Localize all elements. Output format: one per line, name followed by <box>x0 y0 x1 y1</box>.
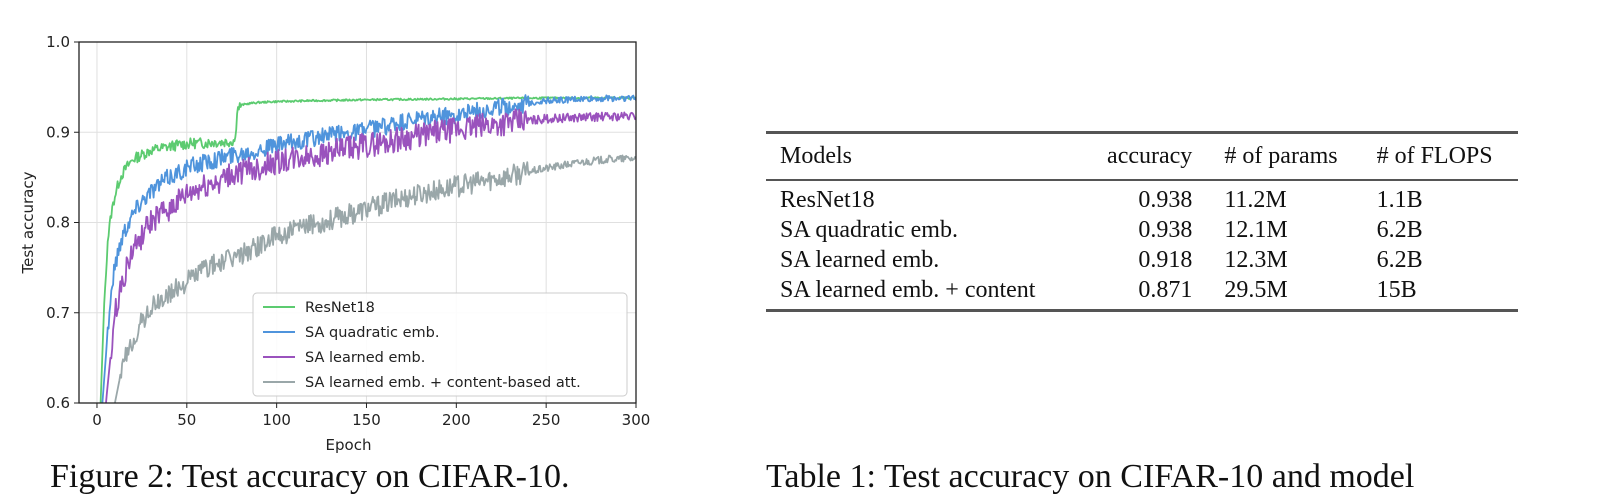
header-models: Models <box>780 142 852 169</box>
header-flops: # of FLOPS <box>1376 142 1493 169</box>
y-tick-label: 0.8 <box>46 214 70 232</box>
series-line-3 <box>114 154 636 403</box>
x-tick-label: 200 <box>442 411 471 429</box>
x-tick-label: 100 <box>262 411 291 429</box>
cell-accuracy: 0.918 <box>1138 247 1193 273</box>
legend-label: SA quadratic emb. <box>305 325 440 341</box>
table-row: SA learned emb. + content 0.871 29.5M 15… <box>766 275 1518 311</box>
cell-flops: 15B <box>1376 277 1417 303</box>
cell-flops: 6.2B <box>1376 217 1423 243</box>
x-tick-label: 0 <box>92 411 102 429</box>
cell-model: SA learned emb. + content <box>780 277 1036 303</box>
results-table-container: Models accuracy # of params # of FLOPS R… <box>766 131 1518 312</box>
cell-model: SA learned emb. <box>780 247 940 273</box>
cell-accuracy: 0.938 <box>1138 187 1193 213</box>
x-tick-label: 300 <box>622 411 651 429</box>
table-row: ResNet18 0.938 11.2M 1.1B <box>766 180 1518 215</box>
results-table: Models accuracy # of params # of FLOPS R… <box>766 131 1518 312</box>
x-tick-label: 50 <box>177 411 196 429</box>
table-row: SA learned emb. 0.918 12.3M 6.2B <box>766 245 1518 275</box>
figure-caption: Figure 2: Test accuracy on CIFAR-10. <box>50 458 570 495</box>
x-tick-label: 150 <box>352 411 381 429</box>
y-tick-label: 0.9 <box>46 123 70 141</box>
x-tick-label: 250 <box>532 411 561 429</box>
legend-label: SA learned emb. + content-based att. <box>305 375 581 391</box>
table-row: SA quadratic emb. 0.938 12.1M 6.2B <box>766 215 1518 245</box>
legend-label: ResNet18 <box>305 300 375 316</box>
cell-flops: 1.1B <box>1376 187 1423 213</box>
legend-box <box>252 292 628 397</box>
cell-params: 12.3M <box>1224 247 1288 273</box>
cell-accuracy: 0.871 <box>1138 277 1193 303</box>
cell-flops: 6.2B <box>1376 247 1423 273</box>
accuracy-line-chart: 0 50 100 150 200 250 300 0.6 0.7 0.8 0.9 1.0 Epoch Te… <box>19 33 651 454</box>
y-axis-label: Test accuracy <box>19 171 37 274</box>
cell-model: ResNet18 <box>780 187 875 213</box>
cell-accuracy: 0.938 <box>1138 217 1193 243</box>
figure-2: 0 50 100 150 200 250 300 0.6 0.7 0.8 0.9 1.0 Epoch Te… <box>0 0 680 494</box>
header-accuracy: accuracy <box>1107 142 1193 169</box>
y-tick-label: 1.0 <box>46 33 70 51</box>
legend-label: SA learned emb. <box>305 350 425 366</box>
table-caption: Table 1: Test accuracy on CIFAR-10 and m… <box>766 458 1415 495</box>
y-tick-label: 0.6 <box>46 394 70 412</box>
x-axis-label: Epoch <box>326 436 372 454</box>
series-line-1 <box>101 94 636 403</box>
cell-model: SA quadratic emb. <box>780 217 958 243</box>
cell-params: 11.2M <box>1224 187 1287 213</box>
y-tick-label: 0.7 <box>46 304 70 322</box>
series-line-2 <box>105 108 636 403</box>
cell-params: 12.1M <box>1224 217 1288 243</box>
header-params: # of params <box>1224 142 1338 169</box>
table-header-row: Models accuracy # of params # of FLOPS <box>766 132 1518 180</box>
cell-params: 29.5M <box>1224 277 1288 303</box>
